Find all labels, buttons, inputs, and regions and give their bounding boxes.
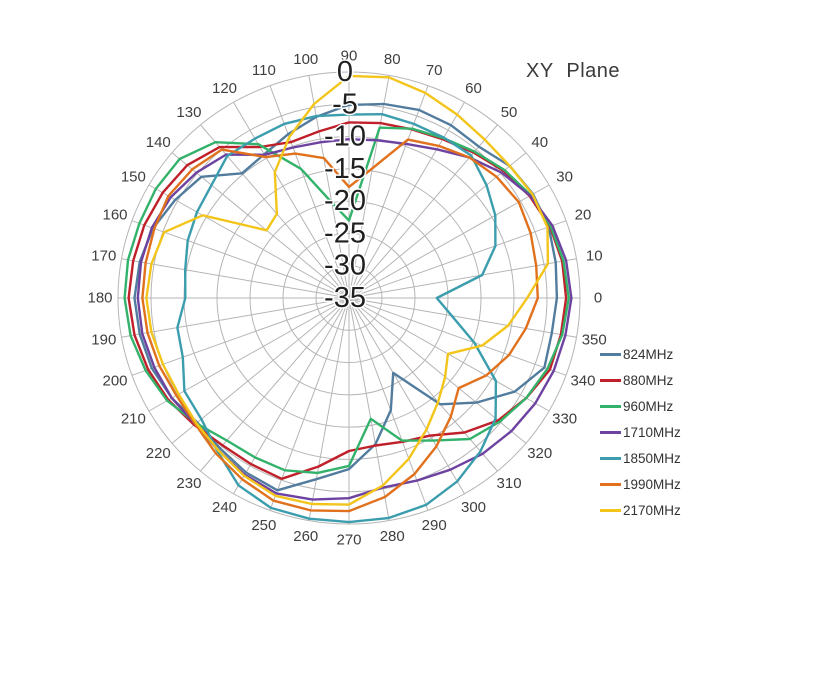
angle-label-200: 200 — [103, 372, 128, 389]
polar-grid-spoke — [348, 258, 577, 299]
polar-grid-spoke — [348, 184, 550, 299]
angle-label-150: 150 — [121, 169, 146, 186]
angle-label-220: 220 — [146, 445, 171, 462]
legend-item-960MHz: 960MHz — [600, 393, 681, 419]
angle-label-90: 90 — [341, 48, 358, 65]
polar-grid-spoke — [348, 297, 577, 338]
legend-label-960MHz: 960MHz — [623, 398, 674, 414]
legend-swatch-824MHz — [600, 352, 621, 356]
legend-swatch-1710MHz — [600, 430, 621, 434]
angle-label-350: 350 — [582, 332, 607, 349]
angle-label-270: 270 — [336, 532, 361, 549]
polar-grid-spoke — [233, 102, 350, 299]
polar-grid-spoke — [233, 297, 350, 494]
legend-label-880MHz: 880MHz — [623, 372, 674, 388]
polar-grid-spoke — [269, 85, 350, 299]
angle-label-40: 40 — [531, 134, 548, 151]
angle-label-180: 180 — [87, 290, 112, 307]
legend-item-2170MHz: 2170MHz — [600, 497, 681, 523]
legend-label-2170MHz: 2170MHz — [623, 502, 681, 518]
legend-label-1710MHz: 1710MHz — [623, 424, 681, 440]
angle-label-50: 50 — [501, 104, 518, 121]
radial-tick-label--15: -15 — [324, 153, 366, 185]
legend-label-824MHz: 824MHz — [623, 346, 674, 362]
angle-label-60: 60 — [465, 80, 482, 97]
series-line-1850MHz — [176, 112, 498, 524]
radial-tick-label--20: -20 — [324, 185, 366, 217]
polar-grid-spoke — [269, 297, 350, 511]
radial-tick-label-0: 0 — [337, 56, 353, 88]
angle-label-300: 300 — [461, 499, 486, 516]
polar-grid-spoke — [348, 124, 498, 299]
polar-grid-spoke — [121, 258, 350, 299]
angle-label-110: 110 — [252, 62, 276, 79]
angle-label-310: 310 — [497, 475, 522, 492]
angle-label-280: 280 — [380, 528, 405, 545]
angle-label-10: 10 — [586, 247, 603, 264]
polar-grid-spoke — [308, 297, 350, 521]
legend-item-1990MHz: 1990MHz — [600, 471, 681, 497]
polar-grid-spoke — [348, 85, 429, 299]
angle-label-240: 240 — [212, 499, 237, 516]
radial-tick-label--25: -25 — [324, 217, 366, 249]
legend-label-1990MHz: 1990MHz — [623, 476, 681, 492]
polar-grid-spoke — [348, 297, 498, 472]
polar-grid-spoke — [131, 297, 350, 376]
polar-grid-spoke — [148, 297, 350, 412]
angle-label-30: 30 — [556, 169, 573, 186]
series-line-880MHz — [127, 121, 568, 480]
polar-grid-spoke — [308, 75, 350, 299]
series-line-824MHz — [133, 102, 559, 492]
angle-label-0: 0 — [594, 290, 602, 307]
chart-legend: 824MHz 880MHz 960MHz 1710MHz 1850MHz 1990MHz 2… — [600, 341, 681, 523]
polar-grid-spoke — [148, 184, 350, 299]
angle-label-210: 210 — [121, 411, 146, 428]
polar-grid-spoke — [121, 297, 350, 338]
angle-label-80: 80 — [384, 51, 401, 68]
angle-label-330: 330 — [552, 411, 577, 428]
radial-tick-label--5: -5 — [332, 88, 358, 120]
polar-grid-spoke — [348, 297, 390, 521]
series-line-1990MHz — [141, 138, 539, 513]
radial-tick-label--30: -30 — [324, 250, 366, 282]
radial-tick-label--35: -35 — [324, 282, 366, 314]
series-line-1710MHz — [136, 137, 573, 501]
legend-swatch-2170MHz — [600, 508, 621, 512]
legend-item-880MHz: 880MHz — [600, 367, 681, 393]
angle-label-170: 170 — [91, 247, 116, 264]
angle-label-20: 20 — [575, 207, 592, 224]
angle-label-320: 320 — [527, 445, 552, 462]
legend-swatch-880MHz — [600, 378, 621, 382]
angle-label-260: 260 — [293, 528, 318, 545]
legend-item-1710MHz: 1710MHz — [600, 419, 681, 445]
polar-grid-spoke — [348, 102, 465, 299]
polar-grid-spoke — [348, 75, 390, 299]
legend-item-824MHz: 824MHz — [600, 341, 681, 367]
series-line-2170MHz — [145, 74, 550, 506]
chart-title: XY Plane — [525, 60, 621, 82]
angle-label-190: 190 — [91, 332, 116, 349]
legend-swatch-960MHz — [600, 404, 621, 408]
legend-item-1850MHz: 1850MHz — [600, 445, 681, 471]
angle-label-290: 290 — [422, 517, 447, 534]
angle-label-140: 140 — [146, 134, 171, 151]
angle-label-120: 120 — [212, 80, 237, 97]
angle-label-340: 340 — [570, 372, 595, 389]
radial-tick-label--10: -10 — [324, 121, 366, 153]
angle-label-130: 130 — [176, 104, 201, 121]
polar-grid-spoke — [348, 297, 567, 376]
legend-swatch-1990MHz — [600, 482, 621, 486]
legend-swatch-1850MHz — [600, 456, 621, 460]
polar-grid-spoke — [200, 297, 350, 472]
polar-grid-spoke — [131, 220, 350, 299]
angle-label-230: 230 — [176, 475, 201, 492]
legend-label-1850MHz: 1850MHz — [623, 450, 681, 466]
polar-grid-spoke — [348, 297, 465, 494]
angle-label-250: 250 — [251, 517, 276, 534]
angle-label-100: 100 — [293, 51, 318, 68]
angle-label-160: 160 — [103, 207, 128, 224]
angle-label-70: 70 — [426, 62, 443, 79]
